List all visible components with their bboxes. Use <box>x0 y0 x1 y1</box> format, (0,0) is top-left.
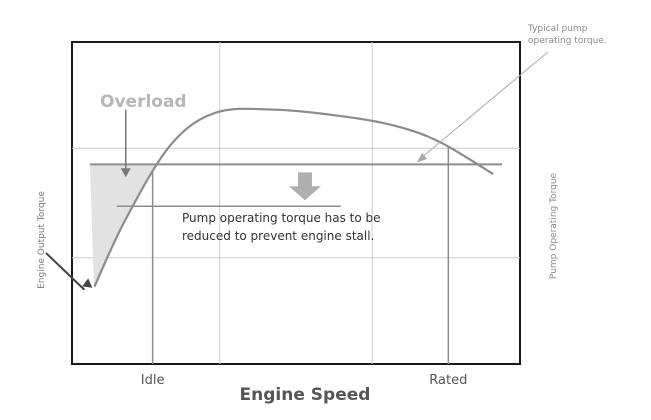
x-axis-label: Engine Speed <box>240 385 371 405</box>
grid <box>72 42 520 364</box>
engine-torque-pointer-head-icon <box>82 278 93 288</box>
reduce-note-line1: Pump operating torque has to be <box>182 211 381 225</box>
engine-torque-pointer-icon <box>45 252 86 291</box>
typical-pump-torque-label-line1: Typical pump <box>527 24 588 34</box>
overload-region <box>89 164 157 287</box>
plot-frame <box>71 41 521 365</box>
x-tick-label-idle: Idle <box>141 373 165 388</box>
reduce-note-line2: reduced to prevent engine stall. <box>182 229 374 243</box>
x-tick-label-rated: Rated <box>429 373 467 388</box>
overload-label: Overload <box>100 92 187 112</box>
x-tick-labels: Idle Rated <box>141 373 468 388</box>
typical-pump-torque-callout-head-icon <box>416 152 428 163</box>
reduce-arrow-icon <box>288 172 321 201</box>
y-axis-label: Engine Output Torque <box>37 191 47 289</box>
typical-pump-torque-label-line2: operating torque. <box>528 36 607 46</box>
overload-arrow-head-icon <box>120 168 131 178</box>
y2-axis-label: Pump Operating Torque <box>549 172 559 279</box>
typical-pump-torque-callout-line <box>422 51 549 157</box>
engine-output-torque-curve <box>93 107 494 288</box>
